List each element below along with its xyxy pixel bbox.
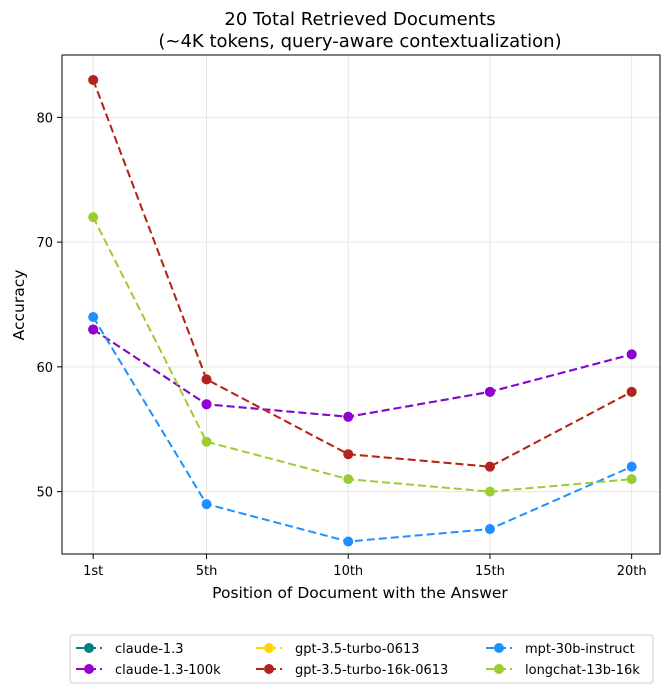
ticks: 1st 5th 10th 15th 20th 50 60 70 80 [36, 111, 646, 579]
point-gpt-3-5-turbo-16k-0613 [343, 449, 354, 460]
point-mpt-30b-instruct [484, 524, 495, 535]
x-tick-label: 5th [196, 564, 218, 579]
point-gpt-3-5-turbo-16k-0613 [626, 386, 637, 397]
y-axis-label: Accuracy [10, 270, 28, 341]
point-mpt-30b-instruct [201, 499, 212, 510]
legend-marker-longchat-13b-16k [494, 664, 504, 674]
point-longchat-13b-16k [343, 474, 354, 485]
x-tick-label: 20th [617, 564, 647, 579]
point-longchat-13b-16k [626, 474, 637, 485]
x-axis-label: Position of Document with the Answer [212, 584, 508, 602]
legend-marker-gpt-3-5-turbo-0613 [264, 643, 274, 653]
y-tick-label: 50 [36, 486, 53, 501]
chart-title-line-2: (~4K tokens, query-aware contextualizati… [158, 31, 561, 52]
x-tick-label: 1st [83, 564, 103, 579]
point-gpt-3-5-turbo-16k-0613 [484, 461, 495, 472]
x-tick-label: 15th [475, 564, 505, 579]
point-claude-1-3-100k [484, 386, 495, 397]
series-line-mpt-30b-instruct [92, 316, 633, 543]
series-layer [88, 74, 637, 547]
point-gpt-3-5-turbo-16k-0613 [88, 74, 99, 85]
point-claude-1-3-100k [343, 411, 354, 422]
y-tick-label: 70 [36, 236, 53, 251]
point-claude-1-3-100k [201, 399, 212, 410]
series-line-gpt-3-5-turbo-16k-0613 [92, 79, 633, 468]
point-longchat-13b-16k [201, 436, 212, 447]
legend-frame [69, 634, 654, 684]
plot-frame [61, 54, 661, 555]
legend-label-mpt-30b-instruct: mpt-30b-instruct [525, 642, 635, 657]
legend-label-gpt-3-5-turbo-16k-0613: gpt-3.5-turbo-16k-0613 [295, 663, 448, 678]
legend-marker-claude-1-3-100k [84, 664, 94, 674]
series-line-gpt-3-5-turbo-0613 [92, 79, 633, 468]
point-mpt-30b-instruct [626, 461, 637, 472]
legend: claude-1.3 claude-1.3-100k gpt-3.5-turbo-0… [69, 634, 654, 684]
grid [62, 55, 660, 554]
legend-label-claude-1-3-100k: claude-1.3-100k [115, 663, 221, 678]
y-tick-label: 80 [36, 111, 53, 126]
series-line-claude-1-3-100k [92, 328, 632, 418]
point-claude-1-3-100k [88, 324, 99, 335]
point-longchat-13b-16k [484, 486, 495, 497]
point-mpt-30b-instruct [88, 311, 99, 322]
x-tick-label: 10th [333, 564, 363, 579]
legend-label-gpt-3-5-turbo-0613: gpt-3.5-turbo-0613 [295, 642, 420, 657]
point-mpt-30b-instruct [343, 536, 354, 547]
legend-label-claude-1-3: claude-1.3 [115, 642, 184, 657]
legend-marker-mpt-30b-instruct [494, 643, 504, 653]
legend-marker-gpt-3-5-turbo-16k-0613 [264, 664, 274, 674]
y-tick-label: 60 [36, 361, 53, 376]
point-longchat-13b-16k [88, 212, 99, 223]
legend-label-longchat-13b-16k: longchat-13b-16k [525, 663, 640, 678]
series-line-claude-1-3 [92, 328, 632, 418]
point-gpt-3-5-turbo-16k-0613 [201, 374, 212, 385]
chart-title-line-1: 20 Total Retrieved Documents [224, 9, 495, 30]
legend-marker-claude-1-3 [84, 643, 94, 653]
point-claude-1-3-100k [626, 349, 637, 360]
